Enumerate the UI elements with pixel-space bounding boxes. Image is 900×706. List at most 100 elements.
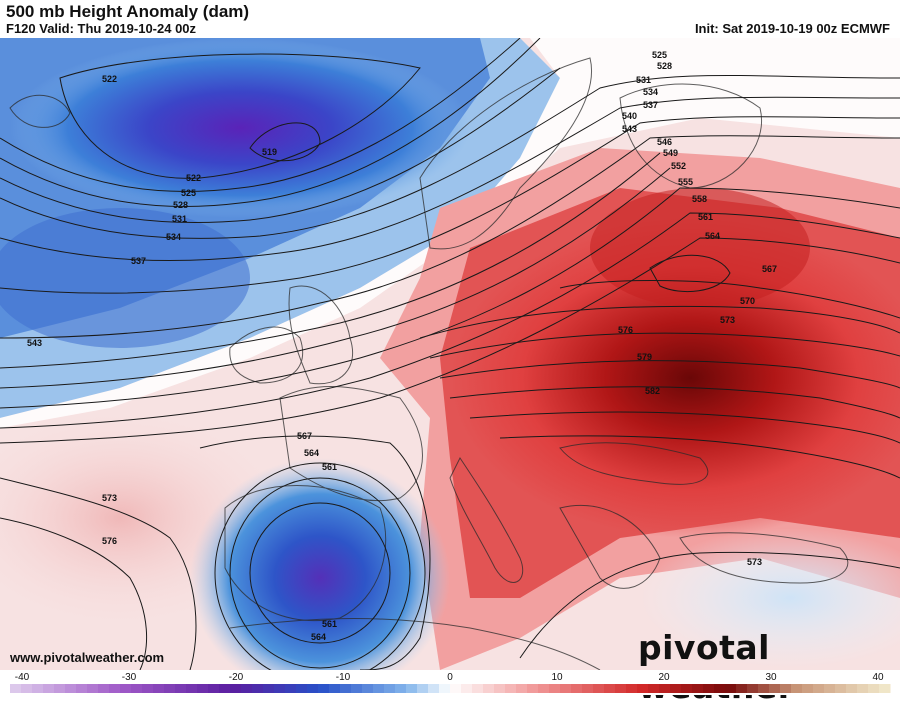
colorbar-swatch (43, 684, 55, 693)
contour-label: 543 (622, 124, 637, 134)
contour-573 (439, 360, 900, 389)
colorbar-swatch (582, 684, 594, 693)
contour-label: 534 (166, 232, 181, 242)
colorbar-svg: -40 -30 -20 -10 0 10 20 30 40 (10, 672, 891, 693)
contour-540 (0, 116, 900, 294)
contour-label: 573 (747, 557, 762, 567)
contour-label: 552 (671, 161, 686, 171)
colorbar-swatch (615, 684, 627, 693)
colorbar-swatch (835, 684, 847, 693)
contour-552 (0, 187, 900, 409)
contour-label: 573 (720, 315, 735, 325)
valid-time: F120 Valid: Thu 2019-10-24 00z (6, 21, 197, 36)
colorbar-swatch (142, 684, 154, 693)
colorbar-swatch (274, 684, 286, 693)
colorbar-swatch (175, 684, 187, 693)
contour-525 (0, 38, 521, 192)
map-canvas: 522 519 522 525 528 531 534 537 540 543 … (0, 38, 900, 670)
contour-564 (559, 280, 900, 319)
colorbar-swatch (32, 684, 44, 693)
colorbar-swatch (54, 684, 66, 693)
contour-528 (0, 38, 541, 208)
colorbar-swatch (725, 684, 737, 693)
colorbar-swatch (10, 684, 22, 693)
colorbar-swatch (802, 684, 814, 693)
contour-label: 522 (102, 74, 117, 84)
colorbar-swatch (296, 684, 308, 693)
colorbar-swatch (879, 684, 891, 693)
cutoff-low-inner (249, 502, 391, 644)
colorbar-swatch (527, 684, 539, 693)
contour-label: 537 (643, 100, 658, 110)
contour-label: 570 (740, 296, 755, 306)
contour-label: 534 (643, 87, 658, 97)
colorbar-tick: 40 (872, 672, 884, 683)
ireland-coast (229, 326, 304, 384)
contour-555 (0, 212, 900, 429)
colorbar-swatch (241, 684, 253, 693)
contour-label: 531 (636, 75, 651, 85)
colorbar-swatch (824, 684, 836, 693)
italy-coast (449, 457, 524, 583)
colorbar-swatch (164, 684, 176, 693)
colorbar-swatch (153, 684, 165, 693)
colorbar-swatch (21, 684, 33, 693)
cutoff-low-564 (214, 462, 426, 670)
contour-label: 540 (622, 111, 637, 121)
anomaly-map: 522 519 522 525 528 531 534 537 540 543 … (0, 38, 900, 670)
contour-534 (0, 75, 900, 239)
colorbar-swatch (307, 684, 319, 693)
contour-label: 549 (663, 148, 678, 158)
colorbar-swatch (230, 684, 242, 693)
contour-label: 525 (181, 188, 196, 198)
contour-573-west (0, 477, 197, 670)
colorbar-swatch (659, 684, 671, 693)
colorbar-swatch (65, 684, 77, 693)
colorbar-swatch (703, 684, 715, 693)
colorbar-swatch (373, 684, 385, 693)
colorbar-swatch (846, 684, 858, 693)
colorbar-swatch (648, 684, 660, 693)
icelandic-low-anomaly (10, 38, 470, 218)
contour-label: 561 (322, 619, 337, 629)
contour-519 (249, 122, 321, 162)
colorbar-tick: 30 (765, 672, 777, 683)
contour-567-west (199, 435, 431, 670)
colorbar-swatch (318, 684, 330, 693)
blocking-ridge-anomaly (450, 218, 900, 538)
contour-549 (0, 167, 671, 389)
colorbar-tick: -40 (15, 672, 30, 683)
colorbar-swatch (494, 684, 506, 693)
contour-label: 576 (102, 536, 117, 546)
colorbar-swatch (109, 684, 121, 693)
colorbar-swatch (791, 684, 803, 693)
colorbar-swatch (758, 684, 770, 693)
colorbar-swatch (263, 684, 275, 693)
contour-label: 561 (698, 212, 713, 222)
contour-label: 546 (657, 137, 672, 147)
map-title: 500 mb Height Anomaly (dam) (6, 2, 250, 21)
colorbar-swatch (604, 684, 616, 693)
contour-label: 573 (102, 493, 117, 503)
colorbar: -40 -30 -20 -10 0 10 20 30 40 (0, 670, 900, 695)
colorbar-swatch (450, 684, 462, 693)
france-coast (279, 385, 423, 502)
anatolia-coast (679, 532, 849, 584)
contour-label: 567 (762, 264, 777, 274)
colorbar-swatch (384, 684, 396, 693)
colorbar-tick: -10 (336, 672, 351, 683)
colorbar-swatch (417, 684, 429, 693)
colorbar-swatch (681, 684, 693, 693)
colorbar-swatch (186, 684, 198, 693)
colorbar-ticks: -40 -30 -20 -10 0 10 20 30 40 (15, 672, 884, 683)
contour-567 (419, 305, 900, 339)
website-url: www.pivotalweather.com (10, 650, 165, 665)
contour-label: 537 (131, 256, 146, 266)
colorbar-swatch (593, 684, 605, 693)
colorbar-swatch (131, 684, 143, 693)
contour-543 (0, 135, 900, 339)
colorbar-swatch (747, 684, 759, 693)
colorbar-swatch (505, 684, 517, 693)
atlantic-negative-anomaly (0, 208, 250, 348)
contour-label: 567 (297, 431, 312, 441)
